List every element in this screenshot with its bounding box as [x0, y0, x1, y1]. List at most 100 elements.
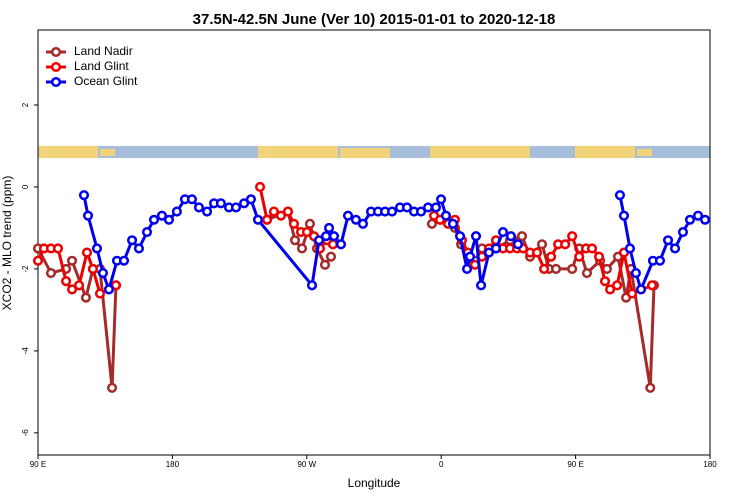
point	[430, 202, 442, 213]
point	[436, 194, 447, 205]
point	[335, 239, 347, 250]
point	[461, 263, 473, 274]
x-tick-label: 90 W	[297, 460, 316, 469]
legend-marker	[50, 46, 62, 58]
legend-marker	[50, 76, 62, 88]
point	[118, 255, 130, 266]
point	[289, 235, 301, 246]
point	[107, 382, 118, 393]
point	[328, 231, 340, 242]
point	[612, 280, 623, 291]
point	[490, 243, 502, 254]
point	[550, 263, 562, 274]
point	[282, 206, 294, 217]
point	[66, 284, 78, 295]
point	[103, 284, 114, 295]
point	[97, 267, 109, 279]
point	[306, 280, 318, 291]
point	[304, 218, 315, 229]
point	[141, 226, 153, 238]
point	[239, 198, 250, 209]
point	[255, 181, 266, 193]
x-axis-label: Longitude	[348, 476, 401, 490]
point	[262, 214, 273, 225]
point	[61, 276, 72, 287]
point	[700, 214, 711, 225]
point	[539, 263, 550, 274]
point	[78, 190, 90, 201]
point	[321, 231, 332, 242]
point	[426, 218, 437, 229]
point	[313, 235, 325, 246]
point	[193, 202, 205, 213]
legend-marker	[50, 61, 62, 73]
point	[80, 292, 91, 303]
point	[516, 231, 528, 242]
point	[626, 288, 638, 299]
point	[454, 231, 466, 242]
point	[325, 251, 337, 262]
point	[91, 243, 103, 254]
point	[74, 280, 85, 291]
point	[574, 251, 585, 262]
legend-label: Land Glint	[74, 59, 129, 73]
point	[94, 288, 106, 299]
y-axis-label: XCO2 - MLO trend (ppm)	[0, 176, 14, 311]
point	[470, 231, 482, 242]
point	[464, 251, 476, 262]
point	[447, 218, 459, 229]
point	[342, 210, 354, 221]
point	[670, 243, 681, 254]
point	[440, 210, 452, 221]
point	[677, 226, 689, 238]
point	[567, 263, 578, 274]
x-tick-label: 90 E	[30, 460, 46, 469]
point	[186, 194, 198, 205]
x-tick-label: 180	[703, 460, 717, 469]
point	[215, 198, 226, 209]
legend-label: Ocean Glint	[74, 74, 138, 88]
point	[497, 226, 509, 238]
point	[324, 222, 335, 234]
point	[532, 247, 543, 258]
point	[275, 210, 287, 221]
x-tick-label: 180	[166, 460, 180, 469]
point	[567, 231, 578, 242]
point	[110, 280, 122, 291]
point	[288, 218, 300, 229]
point	[635, 284, 647, 295]
point	[618, 210, 630, 221]
point	[505, 231, 516, 242]
point	[133, 243, 144, 254]
point	[32, 255, 44, 266]
point	[654, 255, 666, 266]
point	[512, 239, 524, 250]
point	[476, 280, 487, 291]
point	[662, 235, 674, 246]
point	[201, 206, 213, 217]
map-strip	[38, 146, 710, 158]
point	[536, 239, 548, 250]
point	[171, 206, 182, 217]
point	[350, 214, 361, 225]
y-tick-label: -6	[21, 429, 30, 437]
point	[301, 226, 312, 238]
point	[319, 259, 331, 270]
point	[252, 214, 264, 225]
point	[82, 210, 94, 221]
point	[45, 267, 57, 279]
x-tick-label: 0	[439, 460, 444, 469]
point	[624, 243, 636, 254]
point	[401, 202, 413, 213]
point	[601, 263, 613, 274]
point	[66, 255, 78, 266]
point	[81, 247, 93, 258]
point	[581, 267, 592, 279]
point	[52, 243, 64, 254]
legend-label: Land Nadir	[74, 44, 133, 58]
point	[387, 206, 398, 217]
point	[423, 202, 434, 213]
point	[163, 214, 175, 225]
point	[599, 276, 611, 287]
